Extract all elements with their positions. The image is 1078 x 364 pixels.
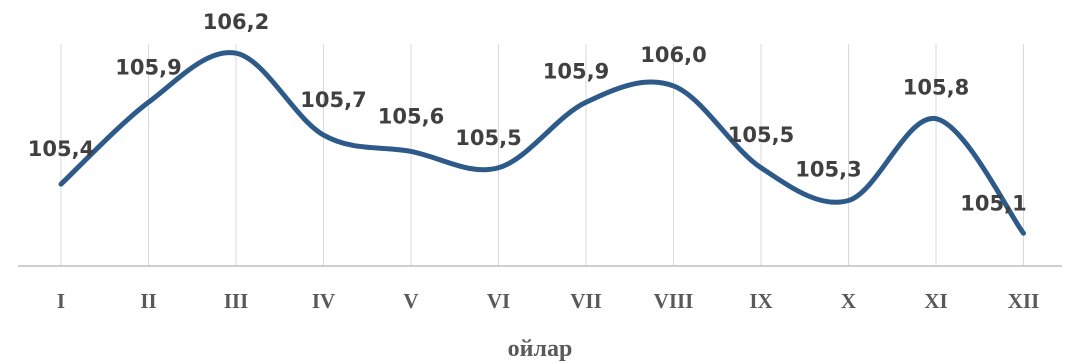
data-label: 105,8 xyxy=(903,76,969,100)
data-label: 105,5 xyxy=(728,123,794,147)
x-tick-label: I xyxy=(57,289,65,313)
x-tick-label: IX xyxy=(749,289,772,313)
x-tick-label: VIII xyxy=(654,289,694,313)
x-tick-label: V xyxy=(403,289,418,313)
data-label: 105,1 xyxy=(960,191,1026,215)
x-tick-labels: I II III IV V VI VII VIII IX X XI XII xyxy=(57,289,1039,313)
x-axis-title: ойлар xyxy=(508,336,573,362)
x-tick-label: X xyxy=(841,289,856,313)
x-tick-label: II xyxy=(140,289,156,313)
data-label: 105,4 xyxy=(28,137,94,161)
data-label: 105,9 xyxy=(543,59,609,83)
data-labels: 105,4 105,9 106,2 105,7 105,6 105,5 105,9 106,0… xyxy=(28,10,1027,215)
data-label: 105,6 xyxy=(378,104,444,128)
series-line xyxy=(58,50,1026,236)
x-tick-label: XII xyxy=(1008,289,1040,313)
x-tick-label: XI xyxy=(924,289,947,313)
data-label: 105,9 xyxy=(115,55,181,79)
data-label: 105,3 xyxy=(795,158,861,182)
x-tick-label: VII xyxy=(570,289,602,313)
grid-lines xyxy=(60,44,1024,266)
data-label: 106,0 xyxy=(640,43,706,67)
data-label: 106,2 xyxy=(203,10,269,34)
x-tick-label: III xyxy=(224,289,249,313)
data-label: 105,5 xyxy=(455,126,521,150)
x-tick-label: IV xyxy=(312,289,335,313)
x-tick-label: VI xyxy=(487,289,510,313)
data-label: 105,7 xyxy=(300,88,366,112)
